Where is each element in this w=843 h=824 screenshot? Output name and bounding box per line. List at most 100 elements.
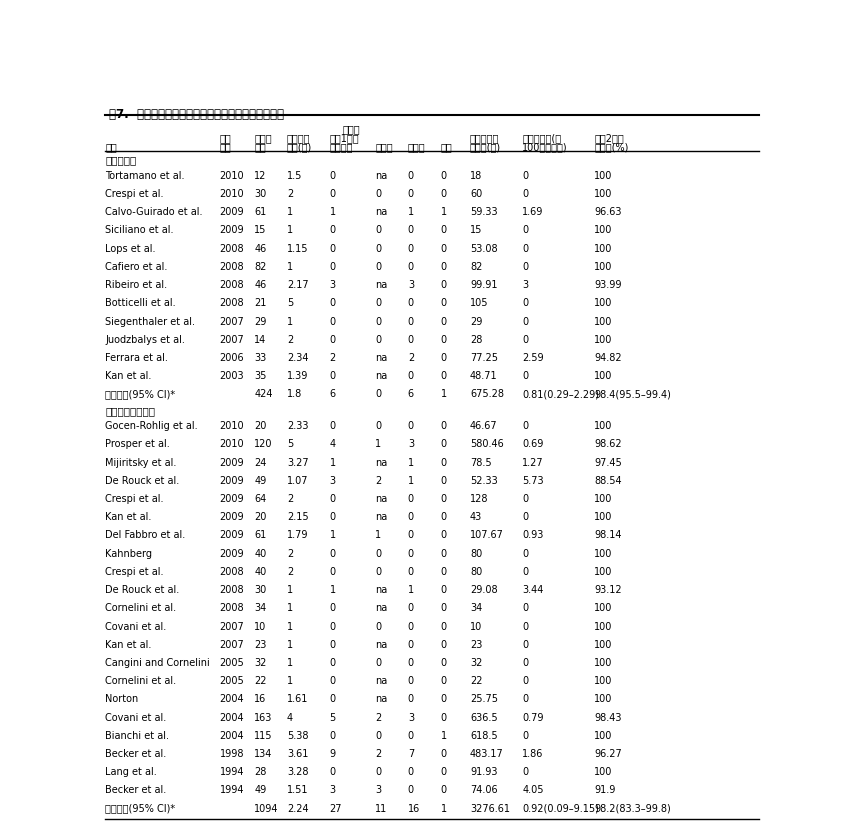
Text: 0: 0 — [375, 244, 381, 254]
Text: 3: 3 — [522, 280, 529, 290]
Text: 0: 0 — [408, 298, 414, 308]
Text: 0.92(0.09–9.15): 0.92(0.09–9.15) — [522, 803, 599, 813]
Text: 3.44: 3.44 — [522, 585, 544, 595]
Text: 0: 0 — [330, 371, 336, 382]
Text: 0: 0 — [522, 371, 529, 382]
Text: 0: 0 — [522, 316, 529, 326]
Text: 61: 61 — [255, 208, 266, 218]
Text: 3: 3 — [330, 785, 336, 795]
Text: 0: 0 — [522, 658, 529, 668]
Text: 48.71: 48.71 — [470, 371, 497, 382]
Text: 失访: 失访 — [441, 142, 453, 152]
Text: 2.17: 2.17 — [287, 280, 309, 290]
Text: na: na — [375, 353, 388, 363]
Text: 0: 0 — [522, 226, 529, 236]
Text: 2009: 2009 — [220, 457, 244, 468]
Text: 0: 0 — [441, 244, 447, 254]
Text: 0: 0 — [330, 298, 336, 308]
Text: 34: 34 — [255, 603, 266, 613]
Text: 0: 0 — [408, 421, 414, 431]
Text: na: na — [375, 639, 388, 649]
Text: 0: 0 — [522, 513, 529, 522]
Text: 3: 3 — [408, 280, 414, 290]
Text: 5: 5 — [330, 713, 336, 723]
Text: 105: 105 — [470, 298, 488, 308]
Text: 22: 22 — [255, 677, 267, 686]
Text: Covani et al.: Covani et al. — [105, 621, 167, 631]
Text: 0: 0 — [522, 189, 529, 199]
Text: 0: 0 — [330, 639, 336, 649]
Text: 0: 0 — [522, 244, 529, 254]
Text: 0: 0 — [522, 567, 529, 577]
Text: De Rouck et al.: De Rouck et al. — [105, 585, 180, 595]
Text: 1: 1 — [408, 457, 414, 468]
Text: 32: 32 — [255, 658, 266, 668]
Text: 1998: 1998 — [220, 749, 244, 759]
Text: 年份: 年份 — [220, 142, 232, 152]
Text: 0: 0 — [330, 695, 336, 705]
Text: 0: 0 — [441, 421, 447, 431]
Text: 0: 0 — [375, 335, 381, 344]
Text: 99.91: 99.91 — [470, 280, 497, 290]
Text: 5.73: 5.73 — [522, 475, 544, 486]
Text: 100: 100 — [594, 603, 612, 613]
Text: 0: 0 — [408, 316, 414, 326]
Text: 34: 34 — [470, 603, 482, 613]
Text: Becker et al.: Becker et al. — [105, 749, 167, 759]
Text: 2010: 2010 — [220, 189, 244, 199]
Text: 2.24: 2.24 — [287, 803, 309, 813]
Text: 2007: 2007 — [220, 639, 244, 649]
Text: 1: 1 — [441, 208, 447, 218]
Text: 2: 2 — [408, 353, 414, 363]
Text: 46: 46 — [255, 244, 266, 254]
Text: 1.5: 1.5 — [287, 171, 303, 180]
Text: 0: 0 — [375, 658, 381, 668]
Text: 33: 33 — [255, 353, 266, 363]
Text: 100: 100 — [594, 335, 612, 344]
Text: 1.27: 1.27 — [522, 457, 544, 468]
Text: 0: 0 — [330, 567, 336, 577]
Text: 11: 11 — [375, 803, 388, 813]
Text: 2.15: 2.15 — [287, 513, 309, 522]
Text: 100: 100 — [594, 767, 612, 777]
Text: 18: 18 — [470, 171, 482, 180]
Text: 100: 100 — [594, 567, 612, 577]
Text: 98.2(83.3–99.8): 98.2(83.3–99.8) — [594, 803, 671, 813]
Text: 0: 0 — [408, 603, 414, 613]
Text: 163: 163 — [255, 713, 272, 723]
Text: 1994: 1994 — [220, 767, 244, 777]
Text: 露时间(年): 露时间(年) — [470, 142, 501, 152]
Text: 100: 100 — [594, 298, 612, 308]
Text: 0: 0 — [330, 189, 336, 199]
Text: 2008: 2008 — [220, 603, 244, 613]
Text: Siciliano et al.: Siciliano et al. — [105, 226, 174, 236]
Text: 0: 0 — [441, 298, 447, 308]
Text: 2: 2 — [287, 494, 293, 504]
Text: 35: 35 — [255, 371, 266, 382]
Text: 0: 0 — [441, 226, 447, 236]
Text: 15: 15 — [470, 226, 482, 236]
Text: 0: 0 — [330, 549, 336, 559]
Text: 0: 0 — [330, 226, 336, 236]
Text: Lops et al.: Lops et al. — [105, 244, 156, 254]
Text: 100: 100 — [594, 731, 612, 741]
Text: 0: 0 — [522, 695, 529, 705]
Text: na: na — [375, 457, 388, 468]
Text: 29: 29 — [470, 316, 482, 326]
Text: 0: 0 — [330, 335, 336, 344]
Text: 100: 100 — [594, 513, 612, 522]
Text: 94.82: 94.82 — [594, 353, 621, 363]
Text: 2007: 2007 — [220, 316, 244, 326]
Text: 3.27: 3.27 — [287, 457, 309, 468]
Text: Bianchi et al.: Bianchi et al. — [105, 731, 169, 741]
Text: 1.39: 1.39 — [287, 371, 309, 382]
Text: 2: 2 — [375, 475, 381, 486]
Text: 40: 40 — [255, 549, 266, 559]
Text: 2009: 2009 — [220, 513, 244, 522]
Text: 0: 0 — [441, 171, 447, 180]
Text: 0: 0 — [330, 262, 336, 272]
Text: 0: 0 — [408, 658, 414, 668]
Text: 1: 1 — [408, 585, 414, 595]
Text: 100: 100 — [594, 244, 612, 254]
Text: Calvo-Guirado et al.: Calvo-Guirado et al. — [105, 208, 203, 218]
